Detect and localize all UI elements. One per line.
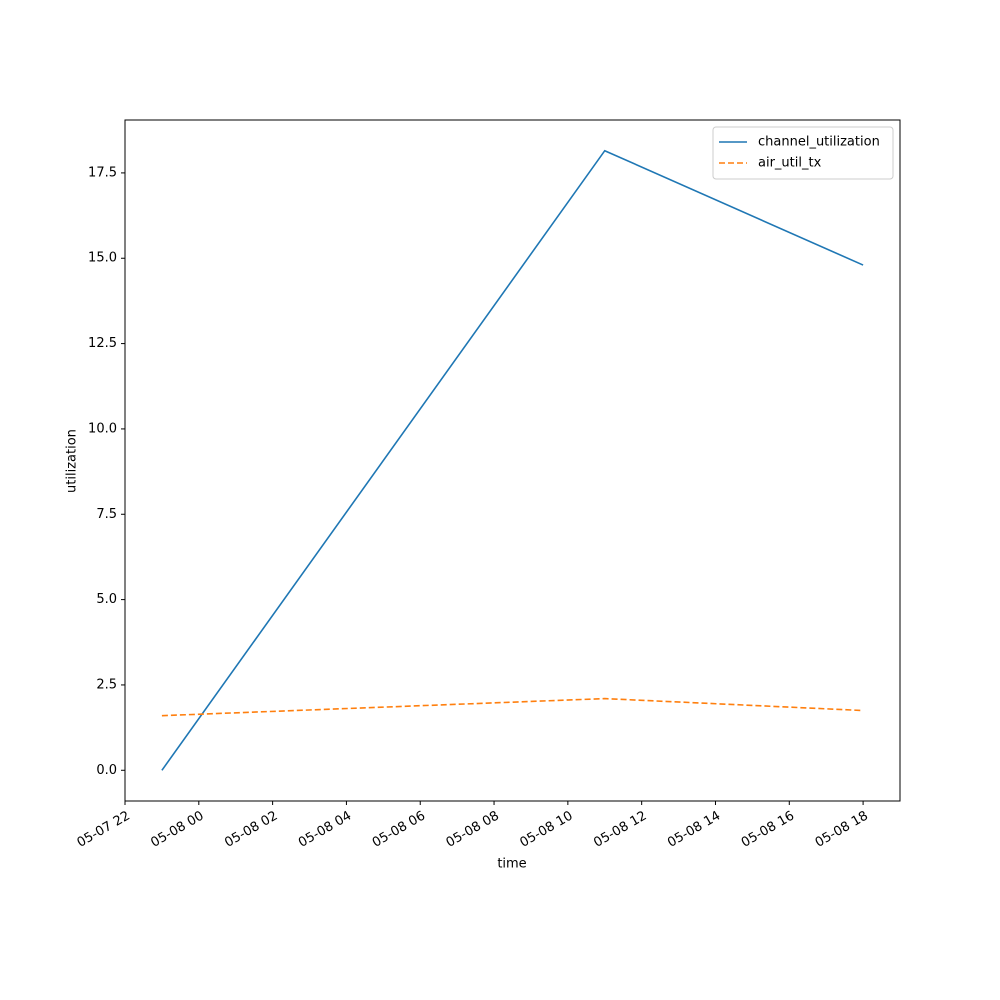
y-tick-label: 2.5 bbox=[96, 677, 117, 692]
y-tick-label: 17.5 bbox=[88, 165, 117, 180]
legend-label: air_util_tx bbox=[758, 156, 822, 171]
x-axis-label: time bbox=[497, 857, 526, 872]
legend-box bbox=[712, 126, 894, 180]
y-tick-label: 7.5 bbox=[96, 507, 117, 522]
y-tick-label: 12.5 bbox=[88, 336, 117, 351]
data-line bbox=[161, 697, 864, 717]
plot-frame bbox=[124, 119, 901, 802]
y-tick-label: 15.0 bbox=[88, 251, 117, 266]
legend: channel_utilization air_util_tx bbox=[712, 126, 894, 180]
y-axis-label: utilization bbox=[65, 429, 80, 493]
legend-label: channel_utilization bbox=[758, 135, 880, 150]
y-tick-label: 0.0 bbox=[96, 763, 117, 778]
y-tick-label: 5.0 bbox=[96, 592, 117, 607]
y-tick-label: 10.0 bbox=[88, 421, 117, 436]
data-line bbox=[161, 149, 864, 771]
